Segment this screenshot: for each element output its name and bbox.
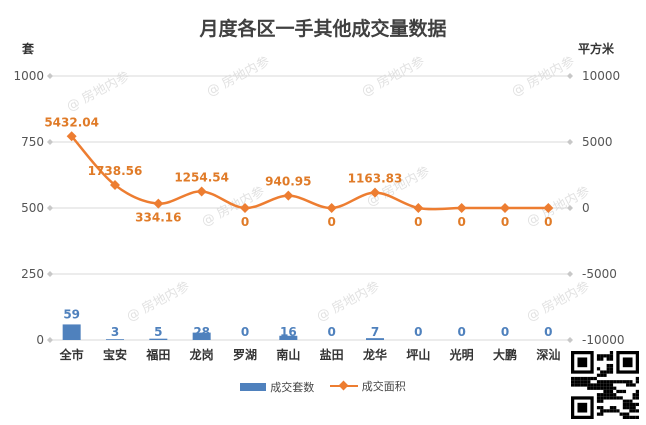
right-tick-marker [567, 271, 573, 277]
left-tick-marker [47, 73, 53, 79]
left-tick-marker [47, 337, 53, 343]
line-value-label: 0 [544, 215, 552, 229]
line-value-label: 334.16 [135, 211, 181, 225]
right-tick-label: -5000 [582, 267, 617, 281]
watermark-text: @ 房地内参 [524, 278, 593, 325]
left-tick-label: 750 [21, 135, 44, 149]
right-tick-label: -10000 [582, 333, 625, 347]
line-point [413, 203, 424, 213]
line-point [456, 203, 467, 213]
category-label: 大鹏 [493, 347, 517, 362]
legend-line-swatch [329, 381, 358, 391]
line-value-label: 0 [501, 215, 509, 229]
bar-value-label: 3 [111, 325, 119, 339]
line-point [370, 187, 380, 198]
qr-code-icon [571, 351, 639, 419]
line-point [543, 203, 554, 213]
line-value-label: 0 [241, 215, 249, 229]
line-point [240, 203, 250, 213]
right-tick-marker [567, 139, 573, 145]
line-value-label: 940.95 [265, 175, 311, 189]
category-label: 坪山 [406, 347, 430, 362]
bar [366, 338, 384, 340]
bar-value-label: 59 [63, 307, 80, 321]
line-point [196, 186, 207, 197]
left-tick-label: 1000 [13, 69, 44, 83]
category-label: 深汕 [536, 347, 560, 362]
right-tick-marker [567, 337, 573, 343]
line-value-label: 0 [327, 215, 335, 229]
line-point [66, 131, 77, 142]
left-tick-marker [47, 205, 53, 211]
line-point [326, 203, 337, 213]
line-value-label: 0 [457, 215, 465, 229]
category-label: 光明 [449, 347, 474, 362]
bar-value-label: 7 [371, 325, 379, 339]
legend-item-line[interactable]: 成交面积 [329, 378, 406, 394]
category-label: 盐田 [320, 347, 344, 362]
line-point [110, 180, 120, 191]
line-value-label: 1738.56 [88, 164, 143, 178]
watermark-text: @ 房地内参 [314, 278, 383, 325]
chart-title: 月度各区一手其他成交量数据 [199, 18, 447, 40]
left-tick-marker [47, 271, 53, 277]
bar-value-label: 0 [241, 325, 249, 339]
bar-value-label: 0 [501, 325, 509, 339]
category-label: 龙华 [363, 347, 387, 362]
left-tick-marker [47, 139, 53, 145]
category-label: 龙岗 [190, 347, 214, 362]
bar [279, 335, 298, 340]
bar-value-label: 0 [327, 325, 335, 339]
right-tick-label: 0 [582, 201, 590, 215]
bar-value-label: 28 [193, 325, 210, 339]
category-label: 罗湖 [233, 347, 257, 362]
line-value-label: 0 [414, 215, 422, 229]
legend-label-bars: 成交套数 [270, 381, 315, 394]
legend-item-bars[interactable]: 成交套数 [240, 379, 314, 395]
legend: 成交套数 成交面积 [0, 378, 646, 395]
line-point [153, 198, 164, 209]
bar [149, 338, 168, 340]
line-value-label: 1163.83 [348, 172, 403, 186]
right-tick-label: 5000 [582, 135, 613, 149]
bar [62, 324, 81, 340]
category-label: 福田 [145, 347, 170, 362]
series-line [70, 135, 549, 211]
line-point [500, 203, 510, 213]
right-tick-marker [567, 73, 573, 79]
watermark-text: @ 房地内参 [64, 68, 133, 115]
left-axis-unit: 套 [22, 42, 35, 56]
watermark-text: @ 房地内参 [364, 163, 433, 210]
bar [192, 332, 211, 340]
category-label: 全市 [59, 347, 84, 362]
left-tick-label: 500 [21, 201, 44, 215]
left-tick-label: 0 [36, 333, 44, 347]
bar-value-label: 0 [544, 325, 552, 339]
bar [106, 339, 124, 340]
right-tick-label: 10000 [582, 69, 620, 83]
right-tick-marker [567, 205, 573, 211]
bar-value-label: 16 [280, 325, 297, 339]
line-point [283, 190, 294, 201]
category-label: 南山 [276, 347, 300, 362]
left-tick-label: 250 [21, 267, 44, 281]
legend-bar-swatch [240, 383, 267, 391]
line-value-label: 1254.54 [174, 170, 229, 184]
bar-value-label: 5 [154, 325, 162, 339]
bar-value-label: 0 [414, 325, 422, 339]
watermark-text: @ 房地内参 [124, 278, 193, 325]
bar-value-label: 0 [457, 325, 465, 339]
category-label: 宝安 [103, 347, 127, 362]
right-axis-unit: 平方米 [578, 42, 615, 56]
line-value-label: 5432.04 [44, 115, 99, 129]
legend-label-line: 成交面积 [361, 380, 406, 393]
